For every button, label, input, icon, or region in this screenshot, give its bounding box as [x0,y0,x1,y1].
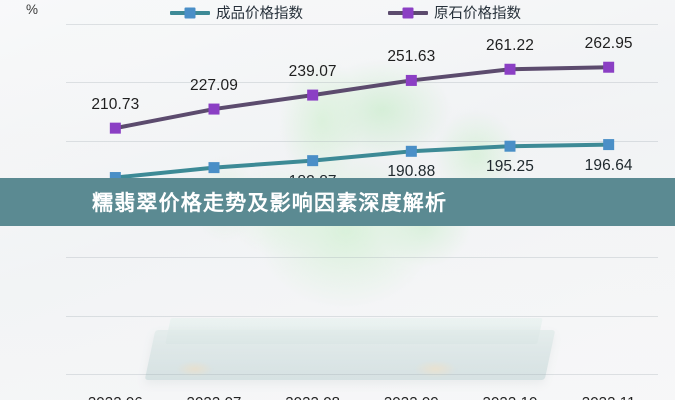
title-banner: 糯翡翠价格走势及影响因素深度解析 [0,178,675,226]
legend-item-rough-stone[interactable]: 原石价格指数 [388,2,521,23]
gridline [66,82,658,84]
series-marker[interactable] [307,89,319,101]
legend-marker-rough-stone [402,7,414,18]
series-marker[interactable] [504,63,516,75]
x-axis-tick-label: 2022.10 [483,394,538,400]
data-point-label: 210.73 [91,96,140,114]
series-marker[interactable] [405,145,417,157]
plot-area: 0.0050.00100.00150.00200.00250.00300.00 … [66,24,658,400]
gridline [66,374,658,375]
legend-label-rough-stone: 原石价格指数 [434,6,521,22]
legend-line-swatch-rough-stone [388,7,428,18]
gridline [66,140,658,142]
x-axis-tick-label: 2022.09 [384,394,439,400]
data-point-label: 261.22 [485,37,535,55]
series-marker[interactable] [208,162,220,174]
y-axis-unit-label: % [26,2,39,17]
banner-title-text: 糯翡翠价格走势及影响因素深度解析 [92,191,448,215]
data-point-label: 227.09 [189,77,239,95]
gridline [66,257,658,259]
data-point-label: 195.25 [485,158,535,176]
x-axis-tick-label: 2022.11 [582,394,636,400]
series-marker[interactable] [405,74,417,86]
x-axis-tick-label: 2022.06 [88,394,143,400]
series-line [113,65,611,131]
legend-marker-finished-product [184,7,196,18]
series-marker[interactable] [603,139,615,151]
chart-legend: 成品价格指数 原石价格指数 [0,0,675,26]
gridline [66,24,658,25]
legend-line-swatch-finished-product [170,7,210,18]
data-point-label: 239.07 [288,63,337,81]
data-point-label: 251.63 [387,48,436,66]
x-axis-tick-label: 2022.07 [187,394,242,400]
series-marker[interactable] [208,103,220,115]
series-marker[interactable] [603,61,615,73]
data-point-label: 262.95 [584,35,633,53]
series-line [113,142,611,180]
series-marker[interactable] [109,172,121,184]
gridline [66,315,658,317]
data-point-label: 196.64 [584,156,633,174]
series-marker[interactable] [504,140,516,152]
series-lines [109,61,615,184]
x-axis-tick-label: 2022.08 [285,394,340,400]
data-point-label: 190.88 [387,163,436,181]
series-marker[interactable] [307,155,319,167]
series-marker[interactable] [109,122,121,134]
legend-item-finished-product[interactable]: 成品价格指数 [170,2,303,23]
legend-label-finished-product: 成品价格指数 [216,6,303,22]
